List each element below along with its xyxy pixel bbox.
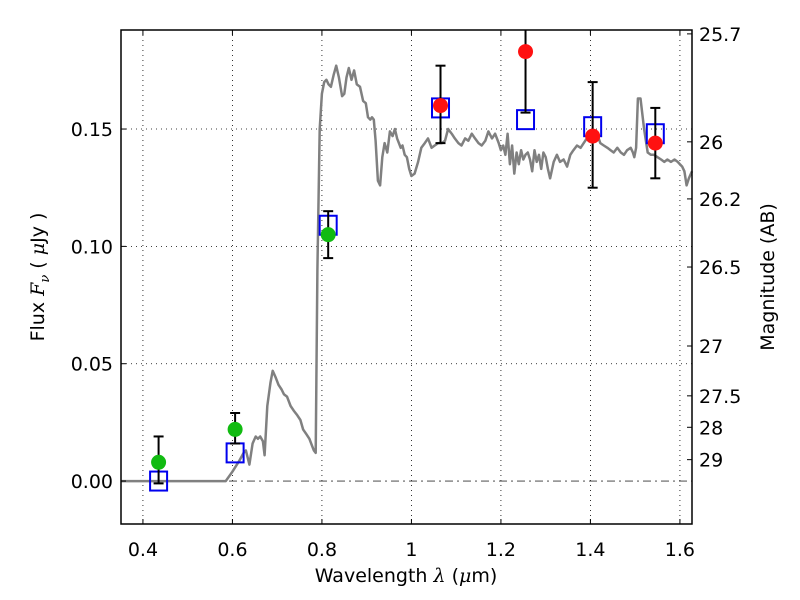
model-spectrum-line	[121, 64, 694, 483]
y-tick-label: 0.05	[71, 354, 113, 376]
observed-flux-point	[320, 227, 336, 243]
x-axis-label: Wavelength λ (μm)	[315, 565, 498, 587]
grid-lines	[121, 30, 692, 524]
errorbars	[153, 30, 661, 485]
observed-flux-point	[227, 421, 243, 437]
y2-tick-label: 26	[699, 132, 723, 154]
x-tick-label: 0.6	[217, 539, 247, 561]
y2-axis-label: Magnitude (AB)	[757, 203, 779, 351]
y2-tick-label: 29	[699, 450, 723, 472]
y2-tick-label: 28	[699, 417, 723, 439]
x-tick-label: 1.4	[575, 539, 605, 561]
observed-flux-point	[647, 135, 663, 151]
x-axis-ticks: 0.4 0.6 0.8 1 1.2 1.4 1.6	[128, 30, 695, 561]
y-axis-ticks: 0.00 0.05 0.10 0.15	[71, 119, 126, 493]
y-tick-label: 0.15	[71, 119, 113, 141]
observed-flux-point	[585, 128, 601, 144]
y2-tick-label: 26.5	[699, 257, 741, 279]
y2-tick-label: 27.5	[699, 386, 741, 408]
x-tick-label: 1.6	[665, 539, 695, 561]
x-tick-label: 0.8	[307, 539, 337, 561]
x-tick-label: 0.4	[128, 539, 158, 561]
x-tick-label: 1.2	[486, 539, 516, 561]
plot-frame	[120, 29, 693, 525]
x-tick-label: 1	[405, 539, 417, 561]
observed-flux-markers	[151, 44, 663, 470]
y2-axis-ticks: 25.7 26 26.2 26.5 27 27.5 28 29	[687, 24, 741, 472]
y2-tick-label: 25.7	[699, 24, 741, 46]
y2-tick-label: 26.2	[699, 189, 741, 211]
y-axis-label: Flux Fν ( μJy )	[27, 213, 53, 342]
y-tick-label: 0.00	[71, 471, 113, 493]
observed-flux-point	[433, 98, 449, 114]
y2-tick-label: 27	[699, 336, 723, 358]
y-tick-label: 0.10	[71, 236, 113, 258]
observed-flux-point	[151, 454, 167, 470]
observed-flux-point	[518, 44, 534, 60]
